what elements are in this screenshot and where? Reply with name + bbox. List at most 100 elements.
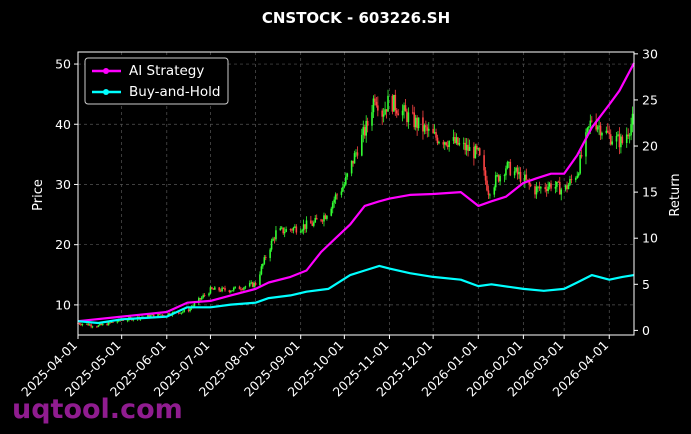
candle-body (476, 145, 478, 150)
candle-body (556, 181, 558, 187)
candle-body (212, 288, 215, 290)
candle-body (291, 229, 293, 231)
candle-body (310, 220, 312, 224)
y2-tick-label: 25 (642, 92, 658, 107)
candle-body (211, 287, 213, 289)
candle-body (99, 323, 101, 326)
candle-body (566, 185, 568, 190)
candle-body (85, 323, 88, 325)
y-axis-left: 10 20 30 40 50 (55, 57, 78, 312)
candle-body (238, 286, 241, 290)
candle-body (630, 124, 632, 136)
candle-body (496, 175, 498, 176)
candle-body (221, 287, 223, 292)
candle-body (586, 127, 589, 133)
candle-body (509, 161, 512, 176)
candle-body (503, 175, 506, 177)
candle-body (90, 324, 92, 327)
candle-body (342, 186, 344, 192)
candle-body (548, 183, 551, 187)
candle-body (422, 117, 424, 132)
candle-body (132, 319, 135, 321)
candle-body (259, 274, 261, 286)
candle-body (558, 181, 561, 195)
candle-body (508, 161, 510, 163)
candle-body (465, 144, 468, 151)
candle-body (273, 238, 276, 240)
candle-body (487, 190, 490, 195)
candle-body (387, 95, 389, 112)
candle-body (208, 293, 210, 296)
candle-body (78, 322, 81, 325)
candle-body (432, 128, 434, 134)
candle-body (547, 186, 549, 192)
candle-body (230, 291, 232, 293)
y2-axis-label: Return (668, 173, 683, 216)
candle-body (340, 191, 343, 195)
candle-body (452, 137, 455, 141)
candle-body (384, 109, 386, 115)
candle-body (528, 180, 531, 185)
y2-tick-label: 5 (642, 277, 650, 292)
candle-body (414, 117, 417, 128)
candle-body (413, 112, 416, 128)
candle-body (436, 137, 439, 144)
watermark: uqtool.com (12, 394, 183, 425)
candle-body (270, 240, 273, 250)
candle-body (228, 290, 231, 293)
candle-body (365, 120, 367, 136)
candle-body (302, 224, 305, 231)
candle-body (385, 109, 388, 112)
candle-body (160, 314, 162, 316)
candle-body (393, 94, 395, 112)
candle-body (484, 170, 487, 181)
candle-body (285, 229, 287, 232)
candle-body (499, 175, 501, 182)
candle-body (545, 189, 548, 192)
candle-body (457, 137, 459, 145)
candle-body (279, 228, 282, 231)
candle-body (494, 175, 497, 188)
candle-body (473, 147, 475, 159)
candle-body (458, 143, 461, 145)
candle-body (576, 175, 579, 178)
candle-body (538, 186, 541, 189)
candle-body (234, 286, 236, 288)
candle-body (120, 320, 123, 321)
candle-body (375, 101, 378, 106)
candle-body (101, 323, 104, 326)
y2-tick-label: 10 (642, 231, 658, 246)
candle-body (264, 257, 267, 259)
y-tick-label: 30 (55, 177, 71, 192)
candle-body (625, 134, 628, 143)
candle-body (87, 323, 89, 326)
candle-body (280, 227, 283, 229)
ai-strategy-line (77, 62, 635, 323)
candle-body (579, 155, 581, 174)
candle-body (244, 286, 247, 288)
candle-body (326, 215, 328, 219)
candle-body (505, 168, 507, 176)
candle-body (516, 167, 519, 175)
candle-body (540, 187, 542, 189)
candle-body (361, 134, 363, 156)
candle-body (467, 144, 469, 151)
candle-body (478, 148, 481, 156)
candle-body (199, 298, 202, 300)
candle-body (381, 110, 383, 117)
candle-body (535, 186, 538, 195)
candle-body (254, 282, 257, 286)
candle-body (312, 222, 315, 226)
candle-body (468, 147, 471, 151)
candle-body (525, 174, 528, 180)
candle-body (564, 185, 567, 190)
candle-body (109, 321, 111, 323)
candle-body (350, 160, 353, 174)
candle-body (189, 308, 191, 312)
legend-label-ai-strategy: AI Strategy (129, 63, 204, 79)
candle-body (161, 314, 164, 316)
candle-body (407, 112, 410, 123)
candle-body (356, 152, 359, 156)
candle-body (416, 117, 418, 129)
candle-body (518, 171, 520, 175)
